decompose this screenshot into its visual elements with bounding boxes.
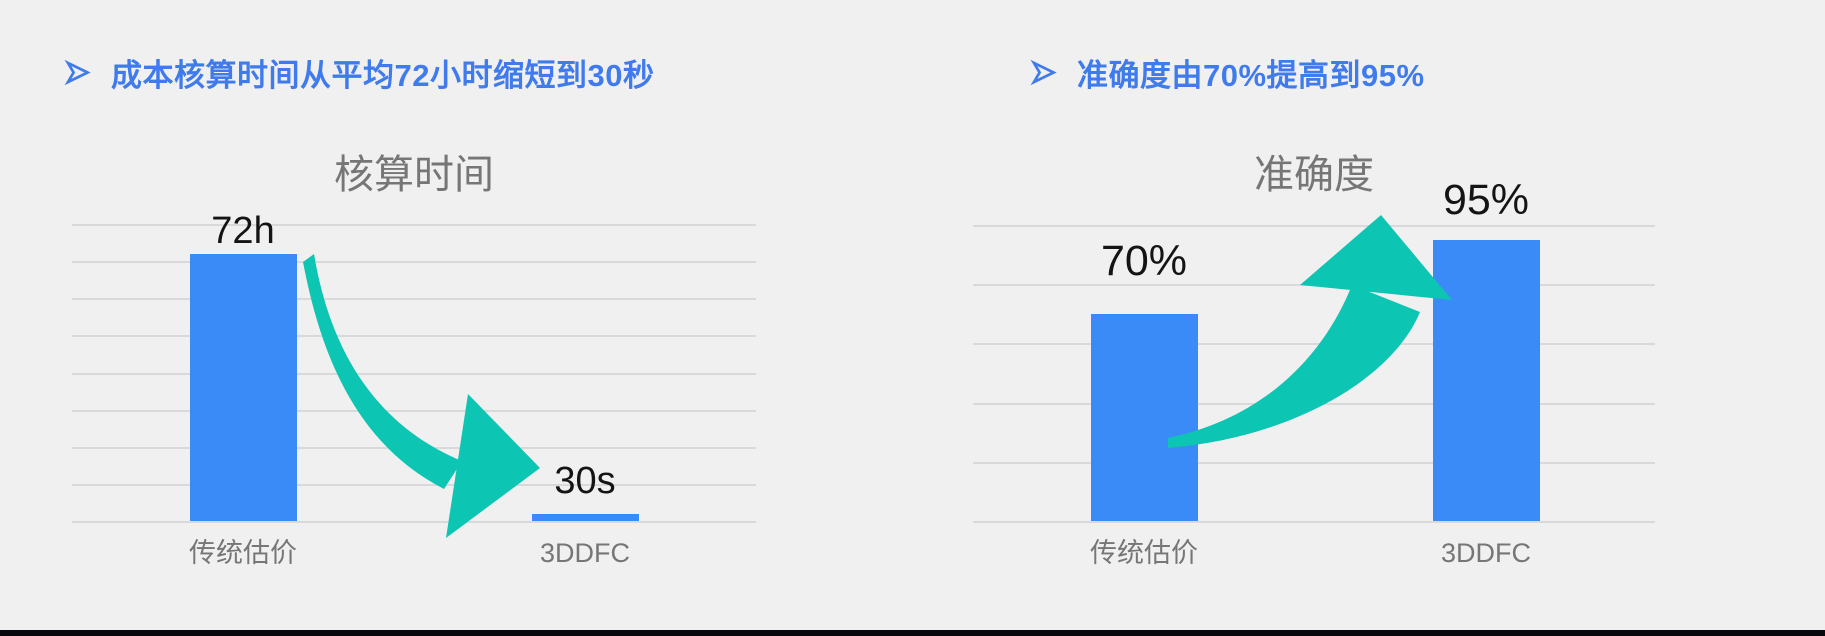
value-label: 95% (1442, 175, 1530, 224)
bar-3DDFC (531, 514, 639, 521)
gridline (72, 483, 756, 486)
gridline (72, 446, 756, 449)
gridline (72, 224, 756, 226)
bullet-left-text: 成本核算时间从平均72小时缩短到30秒 (111, 57, 655, 93)
gridline (72, 521, 756, 523)
gridline (72, 409, 756, 412)
chart-title: 准确度 (1254, 153, 1374, 197)
gridline (973, 343, 1655, 346)
category-label: 3DDFC (1440, 538, 1532, 568)
value-label: 70% (1100, 236, 1188, 285)
bullet-right: 准确度由70%提高到95% (1030, 52, 1425, 93)
gridline (973, 402, 1655, 405)
footer-bar (0, 630, 1825, 636)
bullet-left: 成本核算时间从平均72小时缩短到30秒 (64, 52, 655, 93)
category-label: 传统估价 (1090, 538, 1198, 568)
value-label: 72h (211, 209, 275, 252)
value-label: 30s (554, 460, 616, 502)
gridline (72, 298, 756, 301)
category-label: 3DDFC (539, 538, 631, 568)
bar-传统估价 (189, 253, 297, 521)
gridline (973, 284, 1655, 287)
gridline (72, 372, 756, 375)
chart-accuracy: 准确度 70% 传统估价 95% 3DDFC (940, 120, 1700, 590)
plot-area: 72h 传统估价 30s 3DDFC (40, 120, 800, 590)
bullet-arrow-icon (1030, 59, 1057, 85)
bullet-right-text: 准确度由70%提高到95% (1077, 57, 1425, 93)
gridline (72, 261, 756, 264)
gridline (973, 225, 1655, 227)
category-label: 传统估价 (189, 538, 297, 568)
gridline (973, 461, 1655, 464)
chart-accounting-time: 核算时间 72h 传统估价 30s 3DDFC (40, 120, 800, 590)
gridline (973, 521, 1655, 523)
chart-title: 核算时间 (334, 153, 494, 197)
bar-传统估价 (1090, 313, 1198, 521)
bullet-arrow-icon (64, 59, 91, 85)
gridline (72, 335, 756, 338)
bar-3DDFC (1432, 239, 1540, 521)
plot-area: 70% 传统估价 95% 3DDFC (940, 120, 1700, 590)
